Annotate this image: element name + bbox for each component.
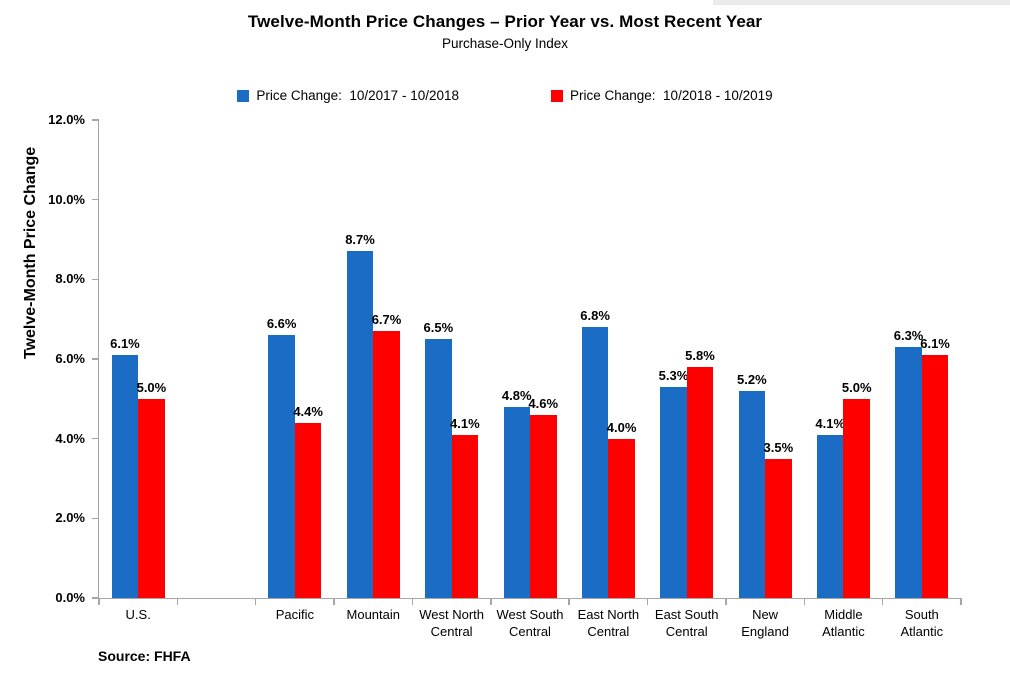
y-tick-mark bbox=[92, 597, 99, 599]
y-tick-label: 0.0% bbox=[55, 590, 85, 605]
x-tick-mark bbox=[333, 598, 335, 605]
legend-swatch-blue-icon bbox=[237, 89, 250, 102]
category-label: U.S. bbox=[125, 607, 151, 622]
bar bbox=[425, 339, 452, 598]
legend-item-prior-year: Price Change: 10/2017 - 10/2018 bbox=[237, 88, 459, 103]
category-label: New England bbox=[741, 607, 789, 639]
x-tick-mark bbox=[411, 598, 414, 605]
plot-area: 0.0% 2.0% 4.0% 6.0% 8.0% 10.0% 12.0% 6.1% 5.0% U.… bbox=[48, 112, 962, 639]
bar bbox=[816, 434, 844, 598]
y-tick-mark bbox=[92, 119, 99, 121]
y-tick-label: 10.0% bbox=[48, 191, 85, 207]
bar-value-label: 5.0% bbox=[136, 379, 167, 395]
category-label: West North Central bbox=[419, 607, 485, 639]
bar-value-label: 6.8% bbox=[580, 308, 610, 324]
legend: Price Change: 10/2017 - 10/2018 Price Ch… bbox=[0, 88, 1010, 103]
bar-value-label: 5.0% bbox=[841, 379, 872, 395]
bar bbox=[686, 366, 714, 598]
chart-subtitle: Purchase-Only Index bbox=[441, 36, 569, 51]
bar-value-label: 4.1% bbox=[450, 415, 480, 431]
legend-label: Price Change: 10/2018 - 10/2019 bbox=[570, 88, 773, 103]
bar-value-label: 5.3% bbox=[658, 367, 689, 383]
bar bbox=[294, 422, 322, 598]
x-tick-mark bbox=[568, 598, 570, 605]
bar-value-label: 4.4% bbox=[293, 403, 323, 419]
x-tick-mark bbox=[176, 598, 179, 605]
source-note: Source: FHFA bbox=[98, 648, 191, 664]
bar bbox=[346, 251, 374, 598]
category-label: West South Central bbox=[496, 607, 564, 639]
bar bbox=[738, 390, 766, 598]
bar-value-label: 4.1% bbox=[815, 415, 846, 431]
y-tick-label: 6.0% bbox=[55, 351, 85, 366]
category-label: East North Central bbox=[577, 607, 640, 639]
x-tick-mark bbox=[646, 598, 649, 605]
y-tick-label: 4.0% bbox=[55, 430, 85, 446]
bar-value-label: 6.1% bbox=[920, 336, 950, 352]
bar-value-label: 4.0% bbox=[606, 419, 637, 435]
window-edge-artifact bbox=[713, 0, 1010, 5]
category-label: Mountain bbox=[346, 607, 400, 622]
bar bbox=[921, 355, 949, 598]
category-label: Pacific bbox=[275, 607, 315, 622]
x-tick-mark bbox=[254, 598, 257, 605]
chart-title: Twelve-Month Price Changes – Prior Year … bbox=[247, 12, 763, 31]
legend-swatch-red-icon bbox=[551, 89, 563, 102]
title-block: Twelve-Month Price Changes – Prior Year … bbox=[0, 12, 1010, 51]
bar-value-label: 4.6% bbox=[528, 395, 559, 411]
bar-value-label: 8.7% bbox=[345, 232, 375, 248]
legend-label: Price Change: 10/2017 - 10/2018 bbox=[256, 88, 459, 103]
bar bbox=[608, 438, 635, 598]
bar bbox=[765, 458, 792, 598]
category-label: East South Central bbox=[654, 607, 719, 639]
bar-value-label: 6.6% bbox=[266, 316, 297, 332]
category-label: Middle Atlantic bbox=[822, 607, 865, 639]
bar bbox=[138, 398, 165, 598]
bar-value-label: 5.2% bbox=[737, 371, 767, 387]
bar bbox=[451, 434, 479, 598]
bar bbox=[530, 414, 557, 598]
bar bbox=[660, 386, 687, 598]
category-label: South Atlantic bbox=[900, 607, 944, 639]
y-tick-mark bbox=[92, 198, 99, 201]
bar-value-label: 3.5% bbox=[763, 439, 794, 455]
x-tick-mark bbox=[803, 598, 806, 605]
y-tick-mark bbox=[92, 517, 99, 520]
y-tick-label: 2.0% bbox=[55, 510, 85, 526]
x-tick-mark bbox=[960, 598, 962, 605]
bar-value-label: 6.5% bbox=[423, 320, 454, 336]
bar bbox=[503, 406, 530, 598]
bar-value-label: 6.3% bbox=[893, 328, 924, 344]
x-tick-mark bbox=[881, 598, 884, 605]
legend-item-recent-year: Price Change: 10/2018 - 10/2019 bbox=[551, 88, 773, 103]
bar bbox=[111, 355, 139, 598]
bar bbox=[581, 327, 609, 598]
y-tick-mark bbox=[92, 358, 99, 360]
bar bbox=[895, 347, 922, 598]
bar-value-label: 4.8% bbox=[501, 387, 532, 403]
bar-value-label: 5.8% bbox=[685, 347, 715, 363]
y-tick-mark bbox=[92, 278, 99, 281]
x-tick-mark bbox=[98, 598, 100, 605]
y-tick-mark bbox=[92, 437, 99, 440]
x-tick-mark bbox=[725, 598, 727, 605]
bar-value-label: 6.7% bbox=[371, 312, 402, 328]
bar bbox=[268, 335, 295, 598]
y-tick-label: 8.0% bbox=[55, 271, 85, 287]
bar bbox=[373, 331, 400, 598]
x-tick-mark bbox=[490, 598, 492, 605]
bar bbox=[843, 398, 870, 598]
y-tick-label: 12.0% bbox=[48, 112, 85, 127]
bar-value-label: 6.1% bbox=[110, 336, 140, 352]
